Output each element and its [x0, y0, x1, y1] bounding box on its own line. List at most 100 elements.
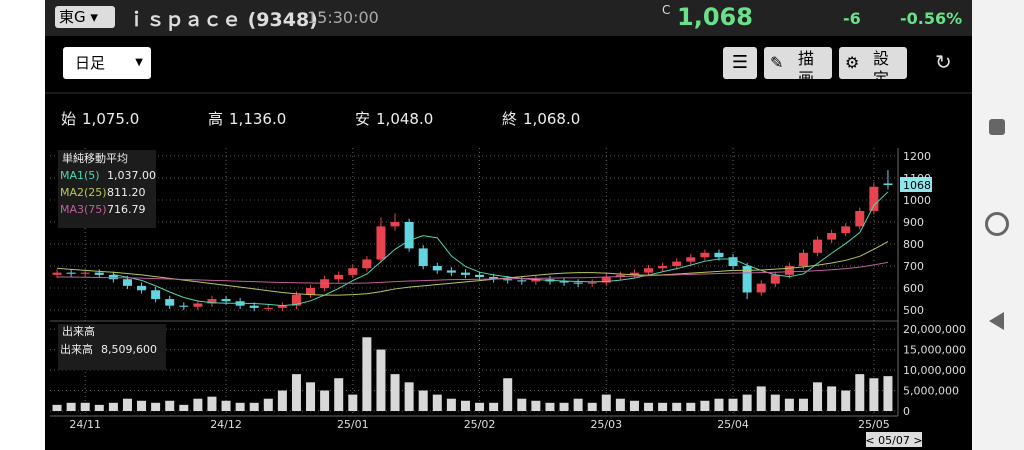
- ma-line: [57, 261, 889, 284]
- x-tick-label: 25/05: [858, 418, 890, 431]
- candle-body: [165, 299, 175, 306]
- candle-body: [827, 233, 837, 240]
- legend-entry: MA2(25): [60, 186, 107, 199]
- candle-body: [700, 252, 710, 258]
- x-tick-label: 24/12: [210, 418, 242, 431]
- recents-button[interactable]: [989, 119, 1005, 135]
- candle-body: [52, 272, 62, 275]
- volume-bar: [348, 394, 358, 411]
- date-tag: [866, 432, 922, 447]
- refresh-button[interactable]: ↻: [935, 50, 952, 74]
- android-nav: [972, 0, 1024, 450]
- candle-body: [179, 305, 189, 307]
- volume-bar: [573, 398, 583, 411]
- volume-bar: [855, 374, 865, 411]
- volume-bar: [362, 337, 372, 411]
- volume-bar: [249, 402, 259, 411]
- candle-body: [672, 261, 682, 267]
- y-tick-label: 600: [903, 282, 924, 295]
- candle-body: [629, 272, 639, 275]
- volume-bar: [108, 402, 118, 411]
- candle-body: [277, 305, 287, 308]
- back-button[interactable]: [989, 312, 1004, 330]
- volume-bar: [306, 382, 316, 411]
- draw-button[interactable]: ✎ 描画: [764, 47, 832, 79]
- volume-bar: [517, 398, 527, 411]
- last-price-label: 1068: [903, 179, 931, 192]
- volume-bar: [489, 402, 499, 411]
- indicator-button[interactable]: ☰: [723, 47, 757, 79]
- candle-body: [855, 210, 865, 227]
- candle-body: [94, 272, 104, 275]
- candle-body: [207, 299, 217, 304]
- settings-label: 設定: [873, 49, 890, 79]
- candle-body: [306, 288, 316, 295]
- candle-body: [376, 226, 386, 260]
- volume-bar: [742, 394, 752, 411]
- x-tick-label: 25/02: [464, 418, 496, 431]
- candle-body: [714, 252, 724, 258]
- ohlc-value: 1,068.0: [523, 110, 581, 128]
- draw-label: 描画: [798, 49, 815, 79]
- change-pct: -0.56%: [900, 9, 963, 28]
- volume-bar: [221, 400, 231, 411]
- exchange-select[interactable]: 東G ▾: [55, 6, 115, 28]
- time: 15:30:00: [307, 8, 379, 27]
- candle-body: [151, 290, 161, 300]
- volume-bar: [686, 402, 696, 411]
- legend-entry: 出来高: [60, 342, 93, 356]
- volume-bar: [432, 394, 442, 411]
- candle-body: [601, 277, 611, 283]
- volume-bar: [446, 398, 456, 411]
- candle-body: [404, 221, 414, 249]
- candle-body: [813, 239, 823, 253]
- candle-body: [446, 270, 456, 273]
- volume-bar: [813, 382, 823, 411]
- volume-bar: [404, 382, 414, 411]
- candle-body: [756, 283, 766, 293]
- y-tick-label: 15,000,000: [903, 344, 966, 357]
- volume-bar: [179, 404, 189, 411]
- volume-bar: [798, 398, 808, 411]
- home-button[interactable]: [985, 212, 1009, 236]
- settings-button[interactable]: ⚙ 設定: [839, 47, 907, 79]
- volume-bar: [291, 374, 301, 411]
- volume-bar: [756, 386, 766, 411]
- ohlc-label: 始: [61, 110, 77, 128]
- y-tick-label: 1200: [903, 150, 931, 163]
- candle-body: [475, 274, 485, 278]
- y-tick-label: 20,000,000: [903, 323, 966, 336]
- period-select[interactable]: 日足 ▼: [63, 47, 151, 79]
- x-tick-label: 25/04: [717, 418, 749, 431]
- candle-body: [418, 248, 428, 267]
- volume-bar: [376, 349, 386, 411]
- volume-bar: [601, 394, 611, 411]
- volume-bar: [503, 378, 513, 411]
- volume-bar: [827, 386, 837, 411]
- candle-body: [80, 272, 90, 274]
- volume-bar: [52, 404, 62, 411]
- candle-body: [559, 281, 569, 283]
- legend-value: 716.79: [107, 203, 146, 216]
- y-tick-label: 5,000,000: [903, 385, 959, 398]
- exchange: 東G: [59, 8, 86, 26]
- candle-body: [770, 274, 780, 284]
- ohlc-item: 始 1,075.0: [61, 108, 139, 129]
- volume-bar: [658, 402, 668, 411]
- candle-body: [291, 294, 301, 306]
- legend-title: 出来高: [62, 324, 95, 338]
- candle-body: [249, 305, 259, 308]
- candle-body: [221, 299, 231, 302]
- candle-body: [489, 277, 499, 280]
- candle-body: [587, 282, 597, 284]
- price: 1,068: [677, 3, 753, 31]
- volume-bar: [475, 402, 485, 411]
- volume-bar: [137, 400, 147, 411]
- candle-body: [263, 307, 273, 309]
- candle-body: [798, 252, 808, 267]
- candle-body: [460, 272, 470, 275]
- volume-bar: [770, 394, 780, 411]
- volume-bar: [390, 374, 400, 411]
- stock-name: ｉｓｐａｃｅ (9348): [127, 9, 318, 31]
